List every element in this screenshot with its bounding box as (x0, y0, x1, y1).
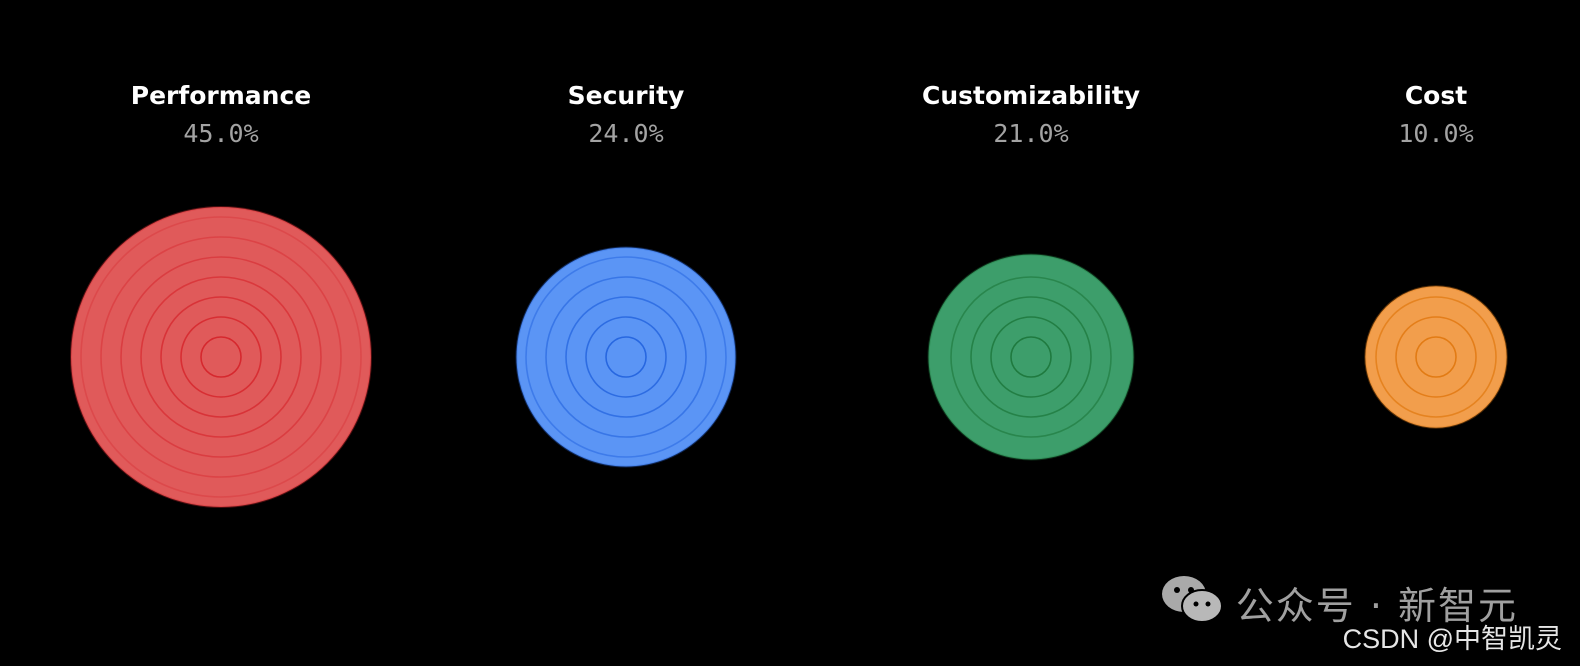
bubble-group (70, 206, 1508, 508)
bubble-ring-cost (1415, 336, 1457, 378)
bubble-ring-performance (100, 236, 342, 478)
value-label-customizability: 21.0% (993, 119, 1068, 148)
bubble-security (515, 246, 737, 468)
bubble-ring-performance (140, 276, 302, 438)
bubble-ring-performance (180, 316, 262, 398)
bubble-ring-performance (200, 336, 242, 378)
bubble-ring-cost (1375, 296, 1497, 418)
wechat-icon (1160, 574, 1224, 631)
bubble-ring-security (545, 276, 707, 438)
bubble-ring-customizability (1010, 336, 1052, 378)
bubble-ring-cost (1395, 316, 1477, 398)
bubble-ring-customizability (990, 316, 1072, 398)
category-label-cost: Cost (1405, 81, 1467, 110)
bubble-customizability (927, 253, 1135, 461)
bubble-ring-performance (80, 216, 362, 498)
value-label-security: 24.0% (588, 119, 663, 148)
bubble-ring-customizability (970, 296, 1092, 418)
label-group: Performance 45.0% Security 24.0% Customizabi… (131, 81, 1474, 148)
bubble-ring-security (525, 256, 727, 458)
bubble-cost (1364, 285, 1508, 429)
watermark: 公众号 · 新智元 (1160, 574, 1518, 631)
bubble-ring-customizability (950, 276, 1112, 438)
category-label-performance: Performance (131, 81, 311, 110)
bubble-performance (70, 206, 372, 508)
category-label-security: Security (568, 81, 685, 110)
watermark-credit: CSDN @中智凯灵 (1342, 624, 1562, 654)
bubble-ring-security (585, 316, 667, 398)
value-label-cost: 10.0% (1398, 119, 1473, 148)
watermark-text: 公众号 · 新智元 (1235, 584, 1518, 628)
category-label-customizability: Customizability (922, 81, 1140, 110)
bubble-ring-performance (160, 296, 282, 418)
bubble-ring-performance (120, 256, 322, 458)
bubble-ring-security (605, 336, 647, 378)
value-label-performance: 45.0% (183, 119, 258, 148)
bubble-ring-security (565, 296, 687, 418)
